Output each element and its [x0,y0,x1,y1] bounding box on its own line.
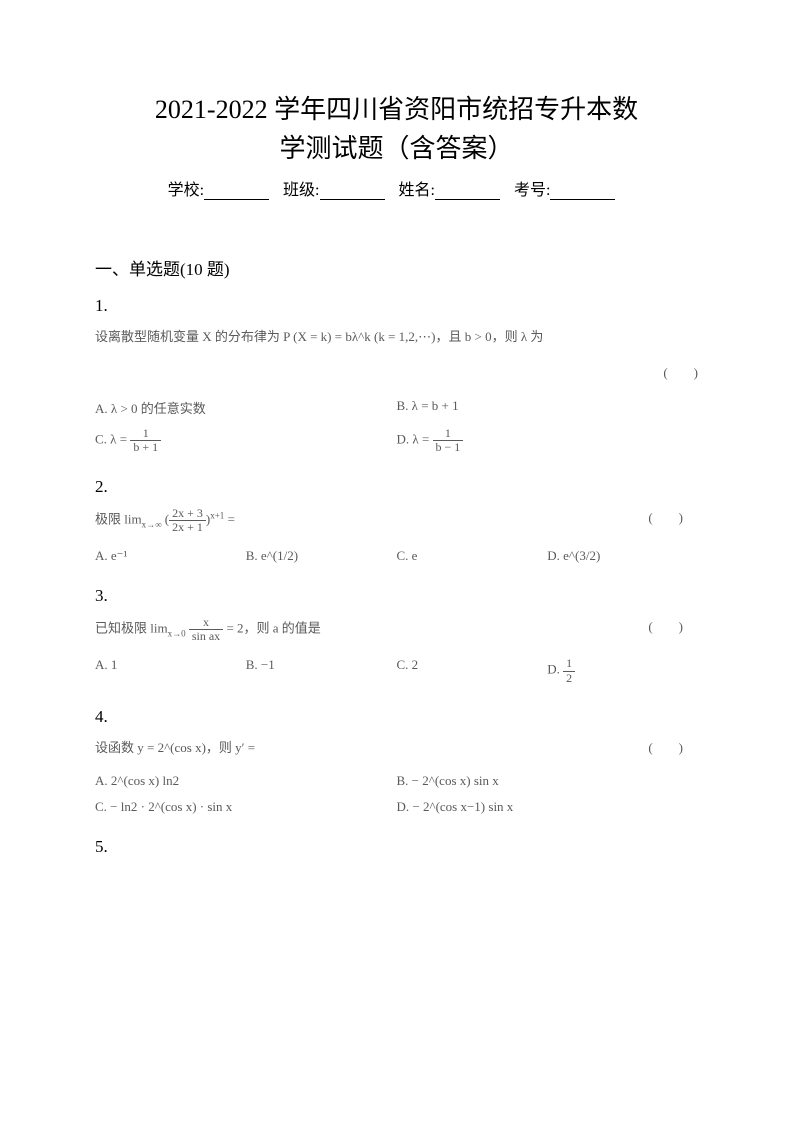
q4-option-d: D. − 2^(cos x−1) sin x [397,799,699,815]
title-line-1: 2021-2022 学年四川省资阳市统招专升本数 [155,95,638,124]
q3-number: 3. [95,586,698,606]
name-blank[interactable] [435,184,500,200]
examno-blank[interactable] [550,184,615,200]
q3-d-fraction: 1 2 [563,657,575,684]
student-info-line: 学校: 班级: 姓名: 考号: [95,176,698,200]
q5-number: 5. [95,837,698,857]
q4-stem: 设函数 y = 2^(cos x)，则 y′ = [95,740,255,755]
class-label: 班级: [283,182,319,199]
q2-option-c: C. e [397,548,548,564]
question-3: 3. 已知极限 limx→0 x sin ax = 2，则 a 的值是 ( ) … [95,586,698,685]
q1-option-d: D. λ = 1 b − 1 [397,427,699,454]
q3-paren: ( ) [648,616,683,638]
q1-d-den: b − 1 [433,441,464,454]
q3-d-prefix: D. [547,662,563,677]
q1-c-prefix: C. λ = [95,432,130,447]
q4-options-row2: C. − ln2 · 2^(cos x) · sin x D. − 2^(cos… [95,799,698,815]
q4-number: 4. [95,707,698,727]
q1-option-b: B. λ = b + 1 [397,398,699,417]
q2-number: 2. [95,477,698,497]
q2-option-a: A. e⁻¹ [95,548,246,564]
q2-suffix: = [228,511,235,526]
q3-sub: x→0 [168,628,186,638]
q1-c-den: b + 1 [130,441,161,454]
q1-c-fraction: 1 b + 1 [130,427,161,454]
q3-frac-den: sin ax [189,630,223,643]
q1-d-prefix: D. λ = [397,432,433,447]
q1-paren-text: ( ) [663,365,698,380]
question-2: 2. 极限 limx→∞ ( 2x + 3 2x + 1 )x+1 = ( ) … [95,477,698,564]
q3-suffix: = 2，则 a 的值是 [226,621,320,636]
q1-option-a: A. λ > 0 的任意实数 [95,398,397,417]
q2-paren: ( ) [648,507,683,529]
q1-c-num: 1 [130,427,161,441]
q3-option-b: B. −1 [246,657,397,684]
name-label: 姓名: [399,182,435,199]
q2-prefix: 极限 lim [95,511,142,526]
q1-stem: 设离散型随机变量 X 的分布律为 P (X = k) = bλ^k (k = 1… [95,329,543,344]
q2-options: A. e⁻¹ B. e^(1/2) C. e D. e^(3/2) [95,548,698,564]
q3-text: 已知极限 limx→0 x sin ax = 2，则 a 的值是 ( ) [95,616,698,643]
school-blank[interactable] [204,184,269,200]
q2-frac-den: 2x + 1 [169,521,206,534]
q2-exp: x+1 [210,510,224,520]
q4-option-c: C. − ln2 · 2^(cos x) · sin x [95,799,397,815]
q3-options: A. 1 B. −1 C. 2 D. 1 2 [95,657,698,684]
school-label: 学校: [168,182,204,199]
q2-fraction: 2x + 3 2x + 1 [169,507,206,534]
q1-options-row2: C. λ = 1 b + 1 D. λ = 1 b − 1 [95,427,698,454]
question-5: 5. [95,837,698,857]
q4-option-a: A. 2^(cos x) ln2 [95,773,397,789]
question-1: 1. 设离散型随机变量 X 的分布律为 P (X = k) = bλ^k (k … [95,296,698,455]
q3-option-d: D. 1 2 [547,657,698,684]
q4-text: 设函数 y = 2^(cos x)，则 y′ = ( ) [95,737,698,759]
q1-paren: ( ) [95,362,698,384]
q1-number: 1. [95,296,698,316]
title-line-2: 学测试题（含答案） [279,134,513,163]
q3-option-a: A. 1 [95,657,246,684]
q1-d-fraction: 1 b − 1 [433,427,464,454]
q2-frac-num: 2x + 3 [169,507,206,521]
q1-d-num: 1 [433,427,464,441]
section-1-header: 一、单选题(10 题) [95,255,698,280]
q4-option-b: B. − 2^(cos x) sin x [397,773,699,789]
q1-options-row1: A. λ > 0 的任意实数 B. λ = b + 1 [95,398,698,417]
question-4: 4. 设函数 y = 2^(cos x)，则 y′ = ( ) A. 2^(co… [95,707,698,815]
q2-text: 极限 limx→∞ ( 2x + 3 2x + 1 )x+1 = ( ) [95,507,698,534]
q3-prefix: 已知极限 lim [95,621,168,636]
q3-d-num: 1 [563,657,575,671]
q2-option-b: B. e^(1/2) [246,548,397,564]
q4-paren: ( ) [648,737,683,759]
q1-text: 设离散型随机变量 X 的分布律为 P (X = k) = bλ^k (k = 1… [95,326,698,348]
q3-d-den: 2 [563,672,575,685]
class-blank[interactable] [320,184,385,200]
q4-options-row1: A. 2^(cos x) ln2 B. − 2^(cos x) sin x [95,773,698,789]
q3-frac-num: x [189,616,223,630]
q2-sub: x→∞ [142,519,162,529]
q2-option-d: D. e^(3/2) [547,548,698,564]
q1-option-c: C. λ = 1 b + 1 [95,427,397,454]
q3-option-c: C. 2 [397,657,548,684]
q3-fraction: x sin ax [189,616,223,643]
examno-label: 考号: [514,182,550,199]
exam-title: 2021-2022 学年四川省资阳市统招专升本数 学测试题（含答案） [95,90,698,168]
